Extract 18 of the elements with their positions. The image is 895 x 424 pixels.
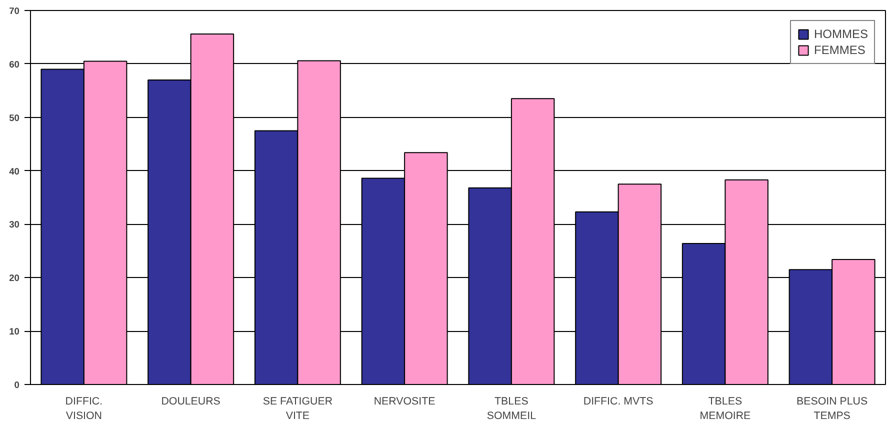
y-tick-label: 50 [9,112,20,123]
legend-label: HOMMES [814,27,868,41]
x-tick-label: BESOIN PLUS TEMPS [796,396,868,422]
y-tick-label: 10 [9,326,20,337]
y-tick-label: 30 [9,220,20,230]
x-tick-label: NERVOSITE [374,396,436,408]
y-tick-label: 70 [9,6,20,16]
x-tick-label: DIFFIC. MVTS [583,396,654,408]
x-tick-label: DOULEURS [161,396,220,408]
x-tick-label: TBLES MEMOIRE [700,396,751,422]
x-tick-label: SE FATIGUER VITE [262,396,333,422]
y-tick-label: 60 [9,59,20,70]
legend-label: FEMMES [814,43,866,57]
x-tick-label: DIFFIC. VISION [65,396,103,422]
y-tick-label: 40 [9,166,20,176]
x-tick-label: TBLES SOMMEIL [486,396,536,422]
y-tick-label: 20 [9,273,20,284]
y-tick-label: 0 [14,380,20,390]
